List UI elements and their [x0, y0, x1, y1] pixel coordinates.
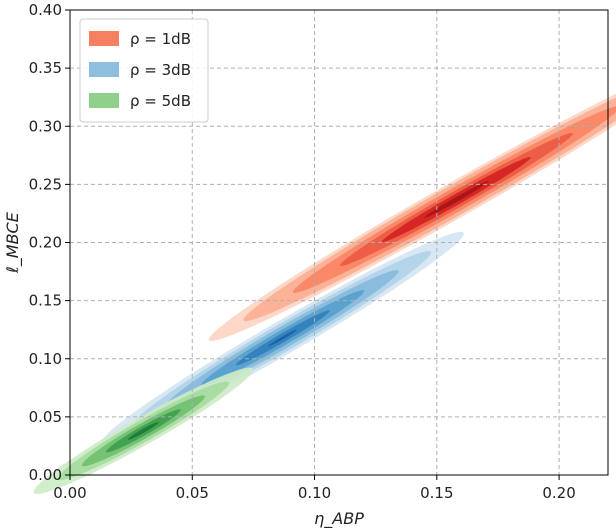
legend-label: ρ = 1dB [130, 30, 191, 48]
contour-layer [33, 93, 616, 494]
axis-ticks: 0.00 0.05 0.10 0.15 0.20 0.00 0.05 0.10 0.15 0.20… [29, 1, 576, 502]
y-tick-label: 0.00 [29, 466, 62, 484]
x-tick-label: 0.10 [298, 484, 331, 502]
legend-swatch [89, 62, 119, 77]
y-tick-label: 0.10 [29, 350, 62, 368]
y-tick-label: 0.20 [29, 234, 62, 252]
contour-level [268, 329, 298, 347]
y-tick-label: 0.40 [29, 1, 62, 19]
contour-level [128, 422, 159, 440]
y-tick-label: 0.35 [29, 59, 62, 77]
x-axis-label: η_ABP [314, 509, 364, 529]
y-tick-label: 0.25 [29, 175, 62, 193]
y-tick-label: 0.05 [29, 408, 62, 426]
contour-series [33, 367, 254, 494]
contour-level [424, 181, 489, 218]
x-tick-label: 0.15 [420, 484, 453, 502]
legend: ρ = 1dB ρ = 3dB ρ = 5dB [79, 18, 209, 123]
y-tick-label: 0.15 [29, 292, 62, 310]
x-tick-label: 0.00 [53, 484, 86, 502]
x-tick-label: 0.20 [542, 484, 575, 502]
legend-swatch [89, 93, 119, 108]
legend-label: ρ = 5dB [130, 92, 191, 110]
legend-label: ρ = 3dB [130, 61, 191, 79]
x-tick-label: 0.05 [176, 484, 209, 502]
y-tick-label: 0.30 [29, 117, 62, 135]
contour-level [243, 97, 616, 322]
contour-series [208, 93, 616, 341]
legend-swatch [89, 31, 119, 46]
y-axis-label: ℓ_MBCE [3, 211, 23, 274]
